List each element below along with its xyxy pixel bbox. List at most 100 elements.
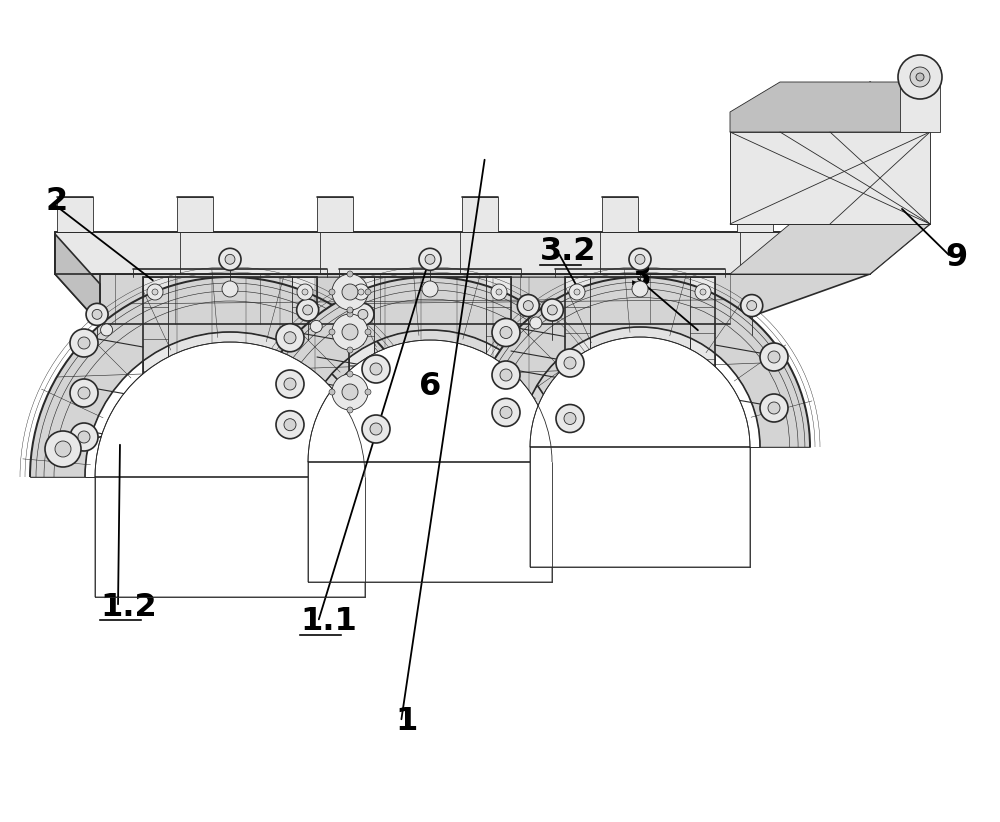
Circle shape xyxy=(898,55,942,99)
Polygon shape xyxy=(462,197,498,232)
Polygon shape xyxy=(317,277,511,477)
Circle shape xyxy=(225,254,235,264)
Circle shape xyxy=(284,418,296,431)
Polygon shape xyxy=(245,277,615,462)
Circle shape xyxy=(370,363,382,375)
Polygon shape xyxy=(55,274,870,324)
Polygon shape xyxy=(565,277,590,447)
Circle shape xyxy=(347,371,353,377)
Circle shape xyxy=(635,254,645,264)
Circle shape xyxy=(370,423,382,435)
Circle shape xyxy=(700,289,706,295)
Circle shape xyxy=(500,406,512,418)
Text: 2: 2 xyxy=(45,187,67,218)
Polygon shape xyxy=(730,82,930,132)
Circle shape xyxy=(276,324,304,352)
Circle shape xyxy=(332,314,368,350)
Circle shape xyxy=(362,355,390,383)
Text: 1: 1 xyxy=(395,706,417,737)
Circle shape xyxy=(329,389,335,395)
Circle shape xyxy=(276,370,304,398)
Circle shape xyxy=(768,402,780,414)
Circle shape xyxy=(70,329,98,357)
Circle shape xyxy=(45,431,81,467)
Circle shape xyxy=(500,369,512,381)
Circle shape xyxy=(419,248,441,270)
Circle shape xyxy=(564,413,576,424)
Polygon shape xyxy=(177,197,213,232)
Circle shape xyxy=(747,301,757,311)
Circle shape xyxy=(329,329,335,335)
Circle shape xyxy=(147,284,163,300)
Circle shape xyxy=(556,349,584,377)
Circle shape xyxy=(329,289,335,295)
Circle shape xyxy=(741,294,763,316)
Circle shape xyxy=(492,318,520,347)
Circle shape xyxy=(78,387,90,399)
Polygon shape xyxy=(511,277,715,462)
Circle shape xyxy=(297,299,319,321)
Text: 9: 9 xyxy=(945,242,967,273)
Polygon shape xyxy=(308,340,552,582)
Polygon shape xyxy=(143,277,349,477)
Circle shape xyxy=(425,254,435,264)
Text: 1.1: 1.1 xyxy=(300,607,357,638)
Circle shape xyxy=(491,284,507,300)
Polygon shape xyxy=(55,232,870,274)
Circle shape xyxy=(492,361,520,389)
Circle shape xyxy=(365,389,371,395)
Circle shape xyxy=(422,281,438,297)
Polygon shape xyxy=(349,277,565,462)
Circle shape xyxy=(347,307,353,313)
Circle shape xyxy=(347,311,353,317)
Polygon shape xyxy=(900,67,940,132)
Circle shape xyxy=(347,407,353,413)
Circle shape xyxy=(342,384,358,400)
Circle shape xyxy=(342,324,358,340)
Polygon shape xyxy=(292,277,317,477)
Circle shape xyxy=(332,274,368,310)
Circle shape xyxy=(916,73,924,81)
Circle shape xyxy=(276,411,304,439)
Circle shape xyxy=(632,281,648,297)
Circle shape xyxy=(284,378,296,390)
Polygon shape xyxy=(730,224,930,274)
Polygon shape xyxy=(737,197,773,232)
Polygon shape xyxy=(317,197,353,232)
Polygon shape xyxy=(143,277,168,477)
Polygon shape xyxy=(57,197,93,232)
Circle shape xyxy=(492,399,520,427)
Circle shape xyxy=(332,374,368,410)
Circle shape xyxy=(70,423,98,451)
Circle shape xyxy=(523,301,533,311)
Circle shape xyxy=(152,289,158,295)
Polygon shape xyxy=(470,277,810,447)
Circle shape xyxy=(564,357,576,369)
Circle shape xyxy=(768,351,780,363)
Circle shape xyxy=(760,394,788,422)
Polygon shape xyxy=(530,337,750,567)
Circle shape xyxy=(55,441,71,457)
Circle shape xyxy=(347,347,353,353)
Polygon shape xyxy=(602,197,638,232)
Circle shape xyxy=(365,329,371,335)
Circle shape xyxy=(352,303,374,326)
Polygon shape xyxy=(690,277,715,447)
Polygon shape xyxy=(95,342,365,597)
Circle shape xyxy=(222,281,238,297)
Circle shape xyxy=(297,284,313,300)
Polygon shape xyxy=(486,277,511,462)
Text: 1.2: 1.2 xyxy=(100,592,157,622)
Circle shape xyxy=(695,284,711,300)
Circle shape xyxy=(547,305,557,315)
Polygon shape xyxy=(349,277,374,462)
Circle shape xyxy=(500,326,512,339)
Circle shape xyxy=(302,289,308,295)
Circle shape xyxy=(78,431,90,443)
Polygon shape xyxy=(55,234,100,324)
Circle shape xyxy=(496,289,502,295)
Circle shape xyxy=(530,317,542,329)
Circle shape xyxy=(347,271,353,277)
Circle shape xyxy=(541,299,563,321)
Text: 6: 6 xyxy=(419,372,441,403)
